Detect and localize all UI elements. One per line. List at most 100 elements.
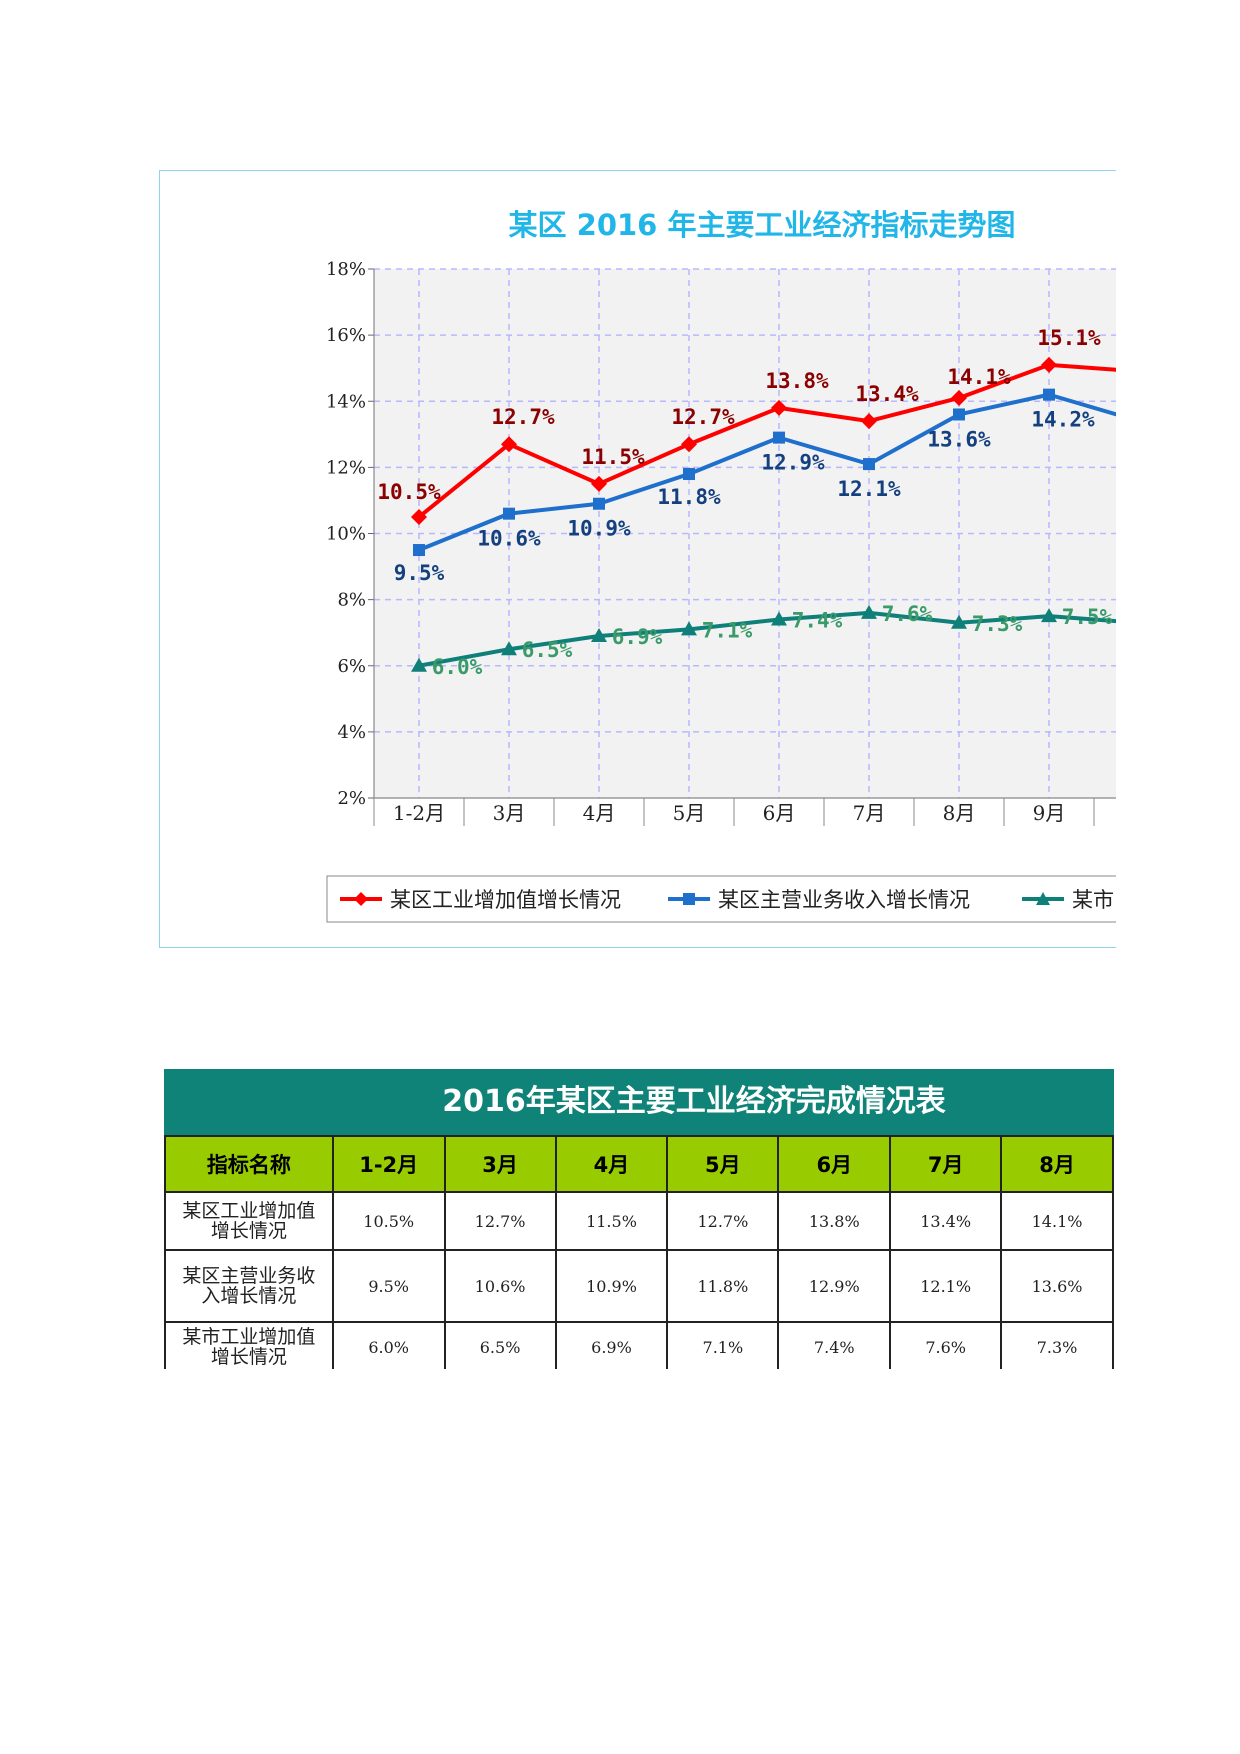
table-cell: 10.9%: [554, 1249, 669, 1323]
data-label-1: 10.5%: [377, 480, 441, 504]
table-cell: 7.3%: [1000, 1321, 1114, 1369]
y-tick-label: 12%: [326, 457, 366, 478]
data-label-3: 6.0%: [432, 655, 483, 679]
indicator-name-line: 入增长情况: [201, 1285, 297, 1307]
x-tick-label: 5月: [673, 801, 706, 825]
table-cell: 14.1%: [1000, 1191, 1114, 1251]
data-point-2: [1043, 388, 1055, 401]
header-month: 3月: [443, 1135, 557, 1193]
chart-title: 某区 2016 年主要工业经济指标走势图: [509, 208, 1016, 242]
row-indicator-name: 某区工业增加值 增长情况: [164, 1191, 334, 1251]
data-point-3: [681, 621, 697, 636]
data-label-1: 14.1%: [947, 365, 1011, 389]
data-label-2: 12.9%: [761, 451, 825, 475]
table-cell: 6.5%: [443, 1321, 557, 1369]
header-month: 5月: [666, 1135, 780, 1193]
table-cell: 12.9%: [777, 1249, 892, 1323]
data-point-1: [501, 436, 517, 453]
data-point-2: [953, 408, 965, 421]
data-point-3: [951, 614, 967, 629]
legend-marker: [683, 893, 695, 905]
table-cell: 13.6%: [1000, 1249, 1114, 1323]
table-cell: 11.5%: [554, 1191, 669, 1251]
table-cell: 13.8%: [777, 1191, 892, 1251]
data-label-1: 12.7%: [491, 405, 555, 429]
legend-marker: [354, 892, 368, 906]
data-point-2: [773, 431, 785, 444]
x-tick-label: 3月: [493, 801, 526, 825]
y-tick-label: 14%: [326, 391, 366, 412]
header-month: 1-2月: [331, 1135, 446, 1193]
indicator-name-line: 增长情况: [210, 1346, 287, 1368]
table-cell: 12.7%: [666, 1191, 780, 1251]
x-tick-label: 9月: [1033, 801, 1066, 825]
data-point-2: [503, 507, 515, 520]
table-cell: 6.9%: [554, 1321, 669, 1369]
x-tick-label: 7月: [853, 801, 886, 825]
x-tick-label: 1-2月: [393, 801, 445, 825]
y-tick-label: 8%: [337, 590, 366, 611]
data-label-1: 11.5%: [581, 445, 645, 469]
header-indicator-name: 指标名称: [164, 1135, 334, 1193]
indicator-name-line: 某区主营业务收: [182, 1265, 316, 1287]
x-tick-label: 6月: [763, 801, 796, 825]
data-label-3: 6.9%: [612, 625, 663, 649]
data-point-2: [863, 458, 875, 471]
legend-box: [326, 875, 1116, 923]
data-point-3: [1041, 608, 1057, 623]
table-cell: 7.1%: [666, 1321, 780, 1369]
indicator-name-line: 某市工业增加值: [182, 1326, 316, 1348]
data-label-2: 12.1%: [837, 477, 901, 501]
data-label-3: 7.6%: [882, 602, 933, 626]
y-tick-label: 10%: [326, 524, 366, 545]
table-cell: 12.7%: [443, 1191, 557, 1251]
summary-table: 指标名称 1-2月 3月 4月 5月 6月 7月 8月 某区工业增加值 增长情况 10.5% 12.…: [164, 1135, 1114, 1369]
data-label-3: 7.4%: [792, 608, 843, 632]
data-label-2: 10.9%: [567, 517, 631, 541]
y-tick-label: 18%: [326, 259, 366, 280]
table-cell: 11.8%: [666, 1249, 780, 1323]
table-cell: 7.6%: [889, 1321, 1003, 1369]
data-label-1: 13.8%: [765, 369, 829, 393]
table-cell: 7.4%: [777, 1321, 892, 1369]
table-row: 某区工业增加值 增长情况 10.5% 12.7% 11.5% 12.7% 13.8% 13.4…: [164, 1191, 1114, 1251]
x-tick-label: 4月: [583, 801, 616, 825]
y-tick-label: 6%: [337, 656, 366, 677]
table-cell: 10.5%: [331, 1191, 446, 1251]
data-label-3: 6.5%: [522, 638, 573, 662]
table-title: 2016年某区主要工业经济完成情况表: [164, 1069, 1114, 1135]
data-point-3: [591, 627, 607, 642]
legend-label: 某市: [1072, 888, 1114, 912]
legend-label: 某区主营业务收入增长情况: [718, 888, 970, 912]
data-label-1: 12.7%: [671, 405, 735, 429]
data-label-3: 7.1%: [702, 618, 753, 642]
x-tick-label: 8月: [943, 801, 976, 825]
data-label-3: 7.5%: [1062, 605, 1113, 629]
data-point-3: [501, 641, 517, 656]
y-tick-label: 4%: [337, 722, 366, 743]
table-cell: 10.6%: [443, 1249, 557, 1323]
indicator-name-line: 增长情况: [210, 1220, 287, 1242]
indicator-name-line: 某区工业增加值: [182, 1200, 316, 1222]
line-chart: 某区 2016 年主要工业经济指标走势图 2% 4% 6% 8% 10% 12% 14% 16…: [326, 208, 1116, 923]
data-point-3: [861, 604, 877, 619]
table-cell: 13.4%: [889, 1191, 1003, 1251]
data-point-1: [411, 508, 427, 525]
data-point-1: [591, 475, 607, 492]
y-tick-label: 2%: [337, 788, 366, 809]
data-point-2: [413, 544, 425, 557]
table-cell: 6.0%: [331, 1321, 446, 1369]
header-month: 4月: [554, 1135, 669, 1193]
table-cell: 9.5%: [331, 1249, 446, 1323]
legend-marker: [1036, 892, 1050, 905]
row-indicator-name: 某区主营业务收 入增长情况: [164, 1249, 334, 1323]
data-point-2: [593, 497, 605, 510]
data-label-2: 14.2%: [1031, 408, 1095, 432]
header-month: 8月: [1000, 1135, 1114, 1193]
data-label-2: 9.5%: [394, 561, 445, 585]
data-label-2: 13.6%: [927, 427, 991, 451]
data-label-2: 10.6%: [477, 527, 541, 551]
table-row: 某市工业增加值 增长情况 6.0% 6.5% 6.9% 7.1% 7.4% 7.6% 7.3%: [164, 1321, 1114, 1369]
header-month: 7月: [889, 1135, 1003, 1193]
summary-table-panel: 2016年某区主要工业经济完成情况表 指标名称 1-2月 3月 4月 5月 6月 7月 8月 …: [164, 1069, 1114, 1369]
